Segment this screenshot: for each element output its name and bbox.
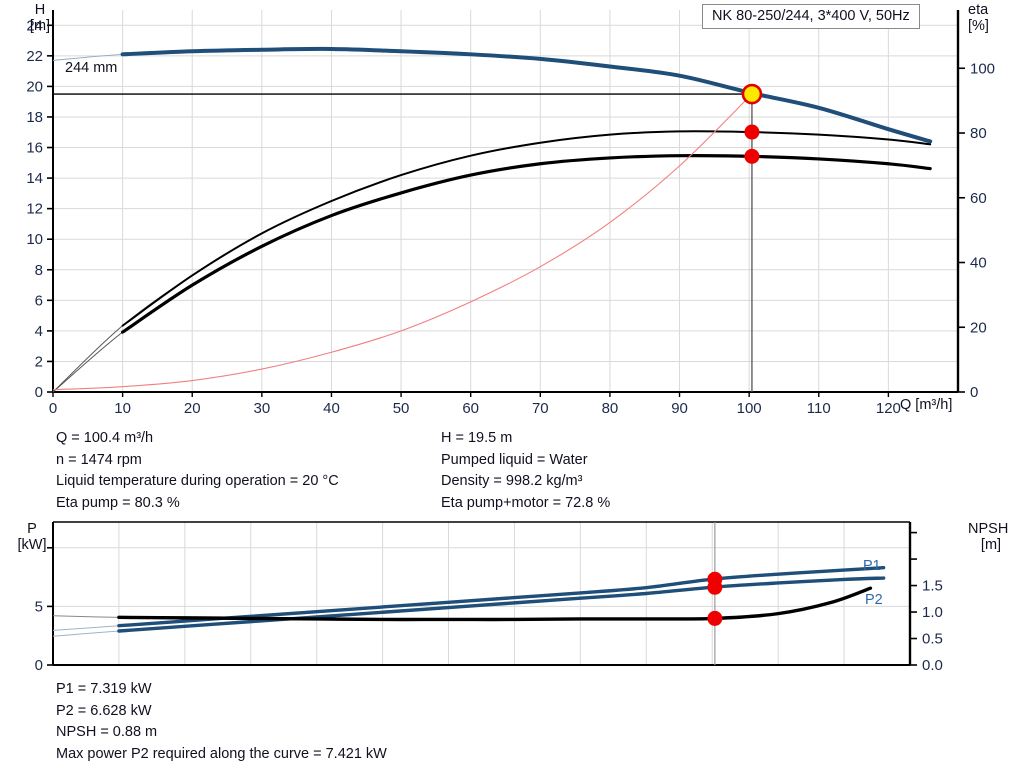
top-chart-curves: [52, 46, 933, 393]
svg-text:20: 20: [970, 319, 987, 336]
power-info-p2: P2 = 6.628 kW: [56, 702, 152, 719]
bottom-chart-duty-markers[interactable]: [707, 522, 723, 665]
duty-info-eta-pump: Eta pump = 80.3 %: [56, 494, 180, 511]
bottom-chart-curves: [52, 566, 886, 637]
bottom-y-right-axis-title: NPSH [m]: [968, 521, 1009, 553]
power-info-p1: P1 = 7.319 kW: [56, 681, 152, 697]
duty-info-temp: Liquid temperature during operation = 20…: [56, 473, 339, 489]
svg-text:1.5: 1.5: [922, 578, 943, 595]
duty-info-q: Q = 100.4 m³/h: [56, 430, 154, 446]
top-chart-axes: [47, 10, 965, 397]
top-x-axis-title: Q [m³/h]: [900, 397, 953, 413]
duty-info-liquid: Pumped liquid = Water: [441, 451, 588, 468]
svg-text:100: 100: [737, 400, 762, 417]
svg-text:110: 110: [807, 400, 831, 417]
bottom-y-left-axis-title: P [kW]: [17, 521, 47, 553]
svg-text:0: 0: [970, 384, 978, 401]
svg-text:0: 0: [35, 384, 43, 401]
svg-text:1.0: 1.0: [922, 604, 943, 621]
bottom-chart-gridlines: [53, 522, 910, 665]
svg-text:16: 16: [26, 140, 43, 157]
svg-text:80: 80: [970, 125, 987, 142]
power-info-block: P1 = 7.319 kW P2 = 6.628 kW NPSH = 0.88 …: [56, 679, 387, 765]
duty-info-right-column: H = 19.5 m Pumped liquid = Water Density…: [441, 428, 610, 514]
top-chart-duty-markers[interactable]: [53, 83, 763, 392]
p1-curve-label: P1: [863, 558, 881, 574]
svg-text:70: 70: [532, 400, 549, 417]
duty-info-eta-pump-motor: Eta pump+motor = 72.8 %: [441, 494, 611, 511]
duty-info-left-column: Q = 100.4 m³/h n = 1474 rpm Liquid tempe…: [56, 428, 339, 514]
head-efficiency-chart: 0 10 20 30 40 50 60 70 80 90 100 110 120024681012141…: [26, 10, 995, 417]
svg-text:20: 20: [26, 78, 43, 95]
svg-text:50: 50: [393, 400, 410, 417]
svg-text:30: 30: [254, 400, 271, 417]
duty-info-h: H = 19.5 m: [441, 430, 513, 446]
svg-text:2: 2: [35, 353, 43, 370]
svg-text:40: 40: [970, 255, 987, 272]
svg-text:0: 0: [49, 400, 57, 417]
svg-text:18: 18: [26, 109, 43, 126]
svg-text:4: 4: [35, 323, 43, 340]
svg-text:0.0: 0.0: [922, 657, 943, 674]
bottom-chart-axes: [47, 521, 917, 666]
impeller-size-label: 244 mm: [65, 60, 118, 76]
duty-info-n: n = 1474 rpm: [56, 451, 142, 468]
svg-text:10: 10: [26, 231, 43, 248]
svg-text:0.5: 0.5: [922, 631, 943, 648]
svg-text:60: 60: [462, 400, 479, 417]
p2-curve-label: P2: [865, 592, 883, 608]
svg-text:60: 60: [970, 190, 987, 207]
svg-text:5: 5: [35, 598, 43, 615]
svg-text:24: 24: [26, 17, 43, 34]
duty-info-density: Density = 998.2 kg/m³: [441, 473, 583, 489]
top-y-left-axis-title: H [m]: [29, 2, 51, 34]
svg-text:14: 14: [26, 170, 43, 187]
bottom-chart-tick-labels: 0 5 0.0 0.5 1.0 1.5: [35, 578, 943, 674]
pump-title-box: NK 80-250/244, 3*400 V, 50Hz: [702, 4, 920, 29]
svg-text:120: 120: [876, 400, 901, 417]
svg-text:40: 40: [323, 400, 340, 417]
svg-text:12: 12: [26, 201, 43, 218]
power-npsh-chart: 0 5 0.0 0.5 1.0 1.5: [35, 521, 943, 674]
power-info-maxpower: Max power P2 required along the curve = …: [56, 745, 387, 762]
svg-text:100: 100: [970, 60, 995, 77]
svg-text:20: 20: [184, 400, 201, 417]
svg-text:0: 0: [35, 657, 43, 674]
top-y-right-axis-title: eta [%]: [968, 2, 989, 34]
top-chart-gridlines: [53, 10, 958, 392]
svg-text:8: 8: [35, 262, 43, 279]
svg-text:90: 90: [671, 400, 688, 417]
svg-text:80: 80: [602, 400, 619, 417]
svg-text:10: 10: [114, 400, 131, 417]
svg-text:6: 6: [35, 292, 43, 309]
power-info-npsh: NPSH = 0.88 m: [56, 724, 158, 740]
top-chart-tick-labels: 0 10 20 30 40 50 60 70 80 90 100 110 120024681012141…: [26, 17, 995, 417]
svg-text:22: 22: [26, 48, 43, 65]
